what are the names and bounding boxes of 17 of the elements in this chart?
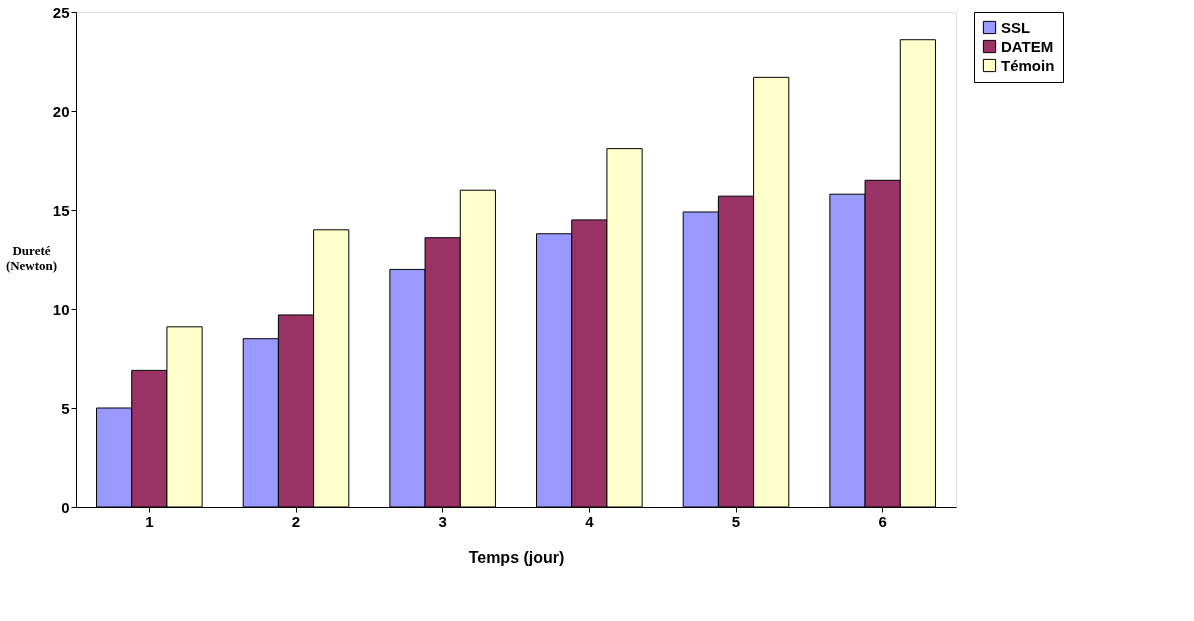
- y-tick-label: 0: [61, 498, 70, 516]
- legend-label: DATEM: [1001, 37, 1054, 55]
- x-tick-label: 3: [438, 512, 447, 530]
- legend-label: Témoin: [1001, 56, 1055, 74]
- x-tick-label: 2: [291, 512, 301, 530]
- y-tick-label: 25: [52, 3, 70, 21]
- y-tick-label: 20: [52, 102, 70, 120]
- x-axis-title: Temps (jour): [468, 548, 565, 566]
- y-tick-label: 10: [52, 300, 70, 318]
- legend-label: SSL: [1001, 18, 1031, 36]
- y-axis-title: Dureté (Newton): [5, 242, 58, 273]
- x-tick-label: 4: [585, 512, 595, 530]
- x-tick-label: 5: [731, 512, 741, 530]
- x-tick-label: 6: [878, 512, 887, 530]
- y-tick-label: 5: [61, 399, 70, 417]
- y-tick-label: 15: [52, 201, 70, 219]
- x-tick-label: 1: [145, 512, 154, 530]
